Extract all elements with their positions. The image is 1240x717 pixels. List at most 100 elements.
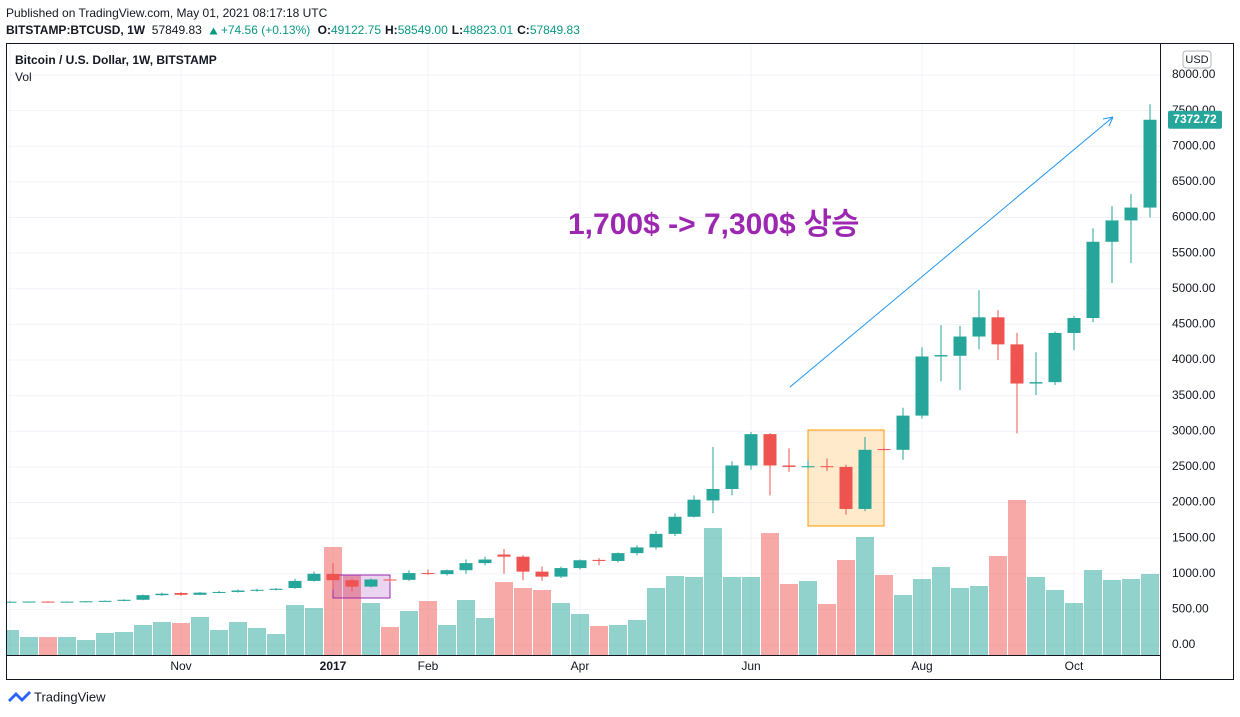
candle-body bbox=[896, 415, 910, 450]
candle-body bbox=[649, 533, 663, 548]
y-tick-label: 2500.00 bbox=[1172, 459, 1216, 473]
ohlc-key: O: bbox=[317, 23, 331, 37]
volume-bar bbox=[913, 579, 931, 655]
y-tick-label: 4000.00 bbox=[1172, 352, 1216, 366]
volume-bar bbox=[39, 637, 57, 655]
volume-bar bbox=[457, 600, 475, 655]
y-tick-label: 500.00 bbox=[1172, 602, 1209, 616]
candle-body bbox=[516, 556, 530, 572]
volume-bar bbox=[704, 528, 722, 655]
volume-bar bbox=[818, 604, 836, 655]
volume-bar bbox=[229, 622, 247, 655]
x-tick-label: Apr bbox=[571, 659, 590, 673]
x-tick-label: 2017 bbox=[320, 659, 347, 673]
candle-body bbox=[763, 434, 777, 466]
volume-bar bbox=[77, 640, 95, 655]
candle-body bbox=[326, 573, 340, 581]
y-tick-label: 3000.00 bbox=[1172, 423, 1216, 437]
volume-bar bbox=[476, 618, 494, 655]
candle-body bbox=[592, 559, 606, 561]
candle-body bbox=[1086, 241, 1100, 319]
ohlc-key: L: bbox=[451, 23, 464, 37]
annotation: 1,700$ -> 7,300$ 상승 bbox=[568, 208, 859, 241]
volume-bar bbox=[134, 625, 152, 655]
symbol: BITSTAMP:BTCUSD, 1W bbox=[6, 23, 146, 37]
brand-logo bbox=[8, 691, 31, 702]
volume-bar bbox=[419, 601, 437, 655]
candle-body bbox=[231, 590, 245, 592]
volume-bar bbox=[894, 595, 912, 655]
y-tick-label: 1500.00 bbox=[1172, 530, 1216, 544]
y-tick-label: 0.00 bbox=[1172, 637, 1196, 651]
volume-bar bbox=[742, 577, 760, 655]
candle-body bbox=[383, 579, 397, 581]
up-arrow bbox=[209, 27, 218, 35]
x-tick-label: Jun bbox=[741, 659, 760, 673]
volume-bar bbox=[1008, 500, 1026, 655]
y-tick-label: 5000.00 bbox=[1172, 281, 1216, 295]
candle-body bbox=[611, 553, 625, 561]
candle-body bbox=[22, 601, 36, 603]
volume-bar bbox=[20, 637, 38, 655]
candle-body bbox=[801, 466, 815, 468]
y-tick-label: 5500.00 bbox=[1172, 245, 1216, 259]
volume-bar bbox=[286, 605, 304, 655]
candle-body bbox=[972, 317, 986, 337]
last-price-label: 7372.72 bbox=[1173, 112, 1217, 126]
candle-body bbox=[307, 573, 321, 581]
candle-body bbox=[193, 592, 207, 595]
x-tick-label: Aug bbox=[911, 659, 932, 673]
candle-body bbox=[402, 573, 416, 580]
brand-name: TradingView bbox=[34, 689, 106, 704]
ohlc-value: 49122.75 bbox=[330, 23, 382, 37]
candle-body bbox=[953, 336, 967, 356]
candle-body bbox=[725, 465, 739, 489]
candle-body bbox=[497, 554, 511, 557]
candle-body bbox=[1124, 207, 1138, 221]
candle-body bbox=[364, 579, 378, 587]
candle-body bbox=[155, 593, 169, 596]
price-change: +74.56 (+0.13%) bbox=[220, 23, 311, 37]
x-tick-label: Nov bbox=[170, 659, 191, 673]
volume-bar bbox=[1046, 590, 1064, 655]
candle-body bbox=[820, 466, 834, 468]
candle-body bbox=[1010, 344, 1024, 384]
volume-bar bbox=[875, 575, 893, 655]
candle-body bbox=[554, 568, 568, 577]
volume-bar bbox=[362, 603, 380, 655]
y-tick-label: 7500.00 bbox=[1172, 103, 1216, 117]
candle-body bbox=[117, 599, 131, 601]
volume-bar bbox=[799, 581, 817, 655]
volume-bar bbox=[932, 567, 950, 655]
y-tick-label: 8000.00 bbox=[1172, 67, 1216, 81]
ohlc: O:49122.75 H:58549.00 L:48823.01 C:57849.83 bbox=[314, 23, 580, 37]
candle-body bbox=[858, 449, 872, 509]
volume-bar bbox=[571, 614, 589, 655]
candle-body bbox=[60, 601, 74, 603]
y-tick-label: 7000.00 bbox=[1172, 138, 1216, 152]
y-tick-label: 6000.00 bbox=[1172, 210, 1216, 224]
volume-bar bbox=[1141, 574, 1159, 655]
candle-body bbox=[1048, 332, 1062, 383]
candle-body bbox=[1067, 318, 1081, 333]
candle-body bbox=[6, 601, 17, 603]
candle-body bbox=[459, 563, 473, 571]
header: Published on TradingView.com, May 01, 20… bbox=[6, 5, 580, 39]
ohlc-value: 58549.00 bbox=[397, 23, 448, 37]
candle-body bbox=[991, 317, 1005, 345]
last-price-box bbox=[1168, 110, 1222, 129]
volume-bar bbox=[210, 630, 228, 655]
candle-body bbox=[1105, 220, 1119, 242]
volume-bar bbox=[761, 533, 779, 655]
y-tick-label: 6500.00 bbox=[1172, 174, 1216, 188]
volume-bar bbox=[609, 625, 627, 655]
candle-body bbox=[706, 488, 720, 501]
volume-bar bbox=[666, 576, 684, 655]
volume-bar bbox=[723, 577, 741, 655]
candle-body bbox=[934, 355, 948, 357]
volume-bar bbox=[381, 627, 399, 655]
volume-bar bbox=[6, 630, 19, 655]
volume-bar bbox=[590, 626, 608, 655]
published-line: Published on TradingView.com, May 01, 20… bbox=[6, 6, 328, 20]
